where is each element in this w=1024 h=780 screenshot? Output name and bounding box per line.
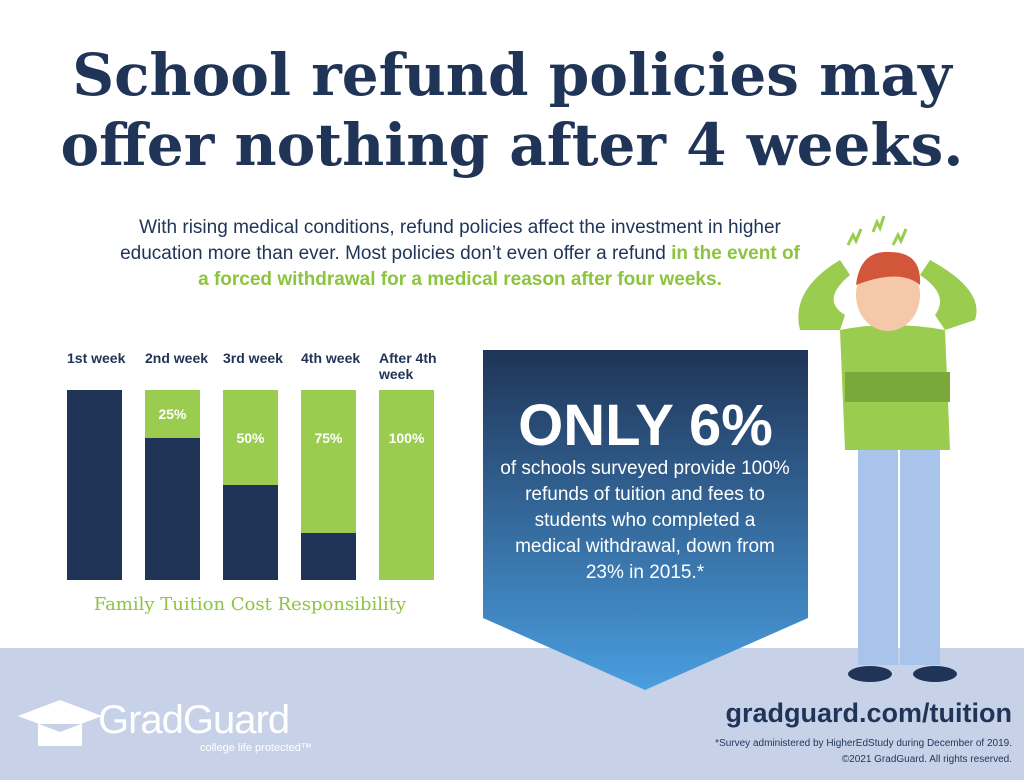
category-label: 3rd week	[223, 350, 283, 366]
category-label: 1st week	[67, 350, 126, 366]
bar-segment	[145, 390, 200, 438]
copyright: ©2021 GradGuard. All rights reserved.	[841, 754, 1012, 765]
value-label: 50%	[236, 430, 265, 446]
logo-tagline: college life protected™	[200, 742, 312, 754]
survey-note: *Survey administered by HigherEdStudy du…	[715, 738, 1012, 749]
category-label: 2nd week	[145, 350, 209, 366]
callout-shape	[483, 350, 808, 690]
person-illustration	[798, 215, 977, 682]
category-label: 4th week	[301, 350, 361, 366]
logo-icon	[18, 700, 102, 746]
callout-text: of schools surveyed provide 100% refunds…	[500, 458, 790, 583]
logo-text: GradGuard	[98, 698, 290, 742]
value-label: 75%	[314, 430, 343, 446]
value-label: 100%	[388, 430, 425, 446]
bar-segment	[223, 485, 278, 580]
intro: With rising medical conditions, refund p…	[120, 215, 800, 293]
bar-segment	[145, 437, 200, 580]
bar-segment	[223, 390, 278, 485]
bar-segment	[379, 390, 434, 580]
url: gradguard.com/tuition	[725, 698, 1013, 728]
title: School refund policies may offer nothing…	[60, 41, 964, 179]
bar-segment	[301, 532, 356, 580]
bar-segment	[301, 390, 356, 533]
intro-text: With rising medical conditions, refund p…	[120, 217, 781, 264]
category-label: After 4th week	[379, 350, 437, 382]
intro-highlight: in the event of a forced withdrawal for …	[198, 243, 800, 290]
bar-segment	[67, 390, 122, 580]
callout-headline: ONLY 6%	[518, 393, 773, 458]
chart-caption: Family Tuition Cost Responsibility	[93, 594, 407, 615]
value-label: 25%	[158, 406, 187, 422]
